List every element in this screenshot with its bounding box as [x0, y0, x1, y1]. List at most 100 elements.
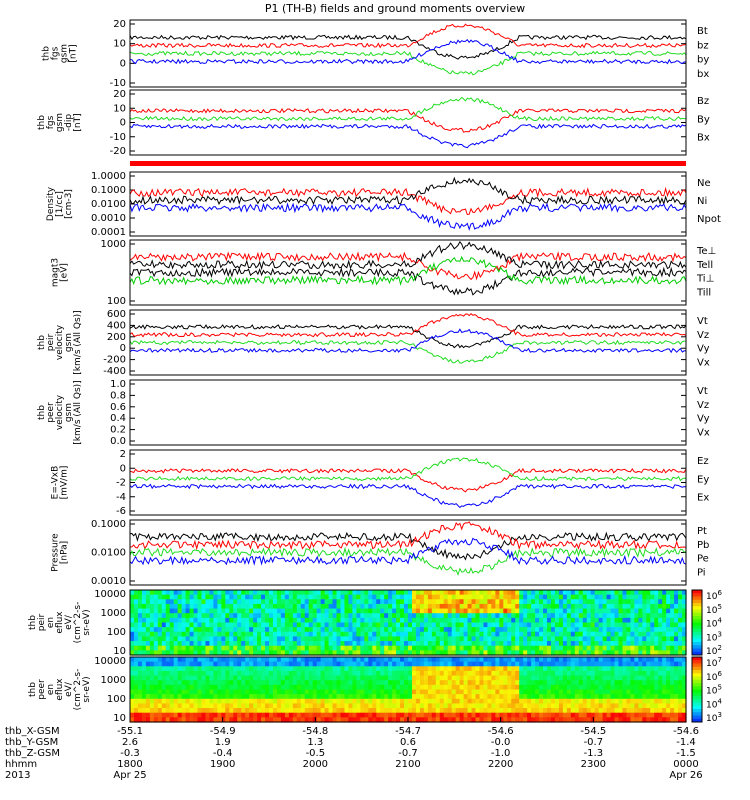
spectrogram-cell — [598, 627, 604, 633]
spectrogram-cell — [618, 698, 624, 705]
spectrogram-cell — [193, 689, 199, 695]
spectrogram-cell — [554, 684, 560, 691]
spectrogram-cell — [598, 675, 604, 681]
spectrogram-cell — [586, 617, 592, 624]
spectrogram-cell — [137, 590, 143, 596]
spectrogram-cell — [320, 712, 326, 718]
spectrogram-cell — [475, 627, 481, 633]
spectrogram-cell — [177, 622, 183, 628]
spectrogram-cell — [189, 717, 195, 723]
spectrogram-cell — [606, 627, 612, 633]
y-axis-label: [eV] — [60, 263, 70, 282]
spectrogram-cell — [324, 680, 330, 686]
spectrogram-cell — [384, 661, 389, 667]
spectrogram-cell — [153, 599, 159, 605]
spectrogram-cell — [372, 617, 377, 624]
spectrogram-cell — [622, 684, 628, 691]
spectrogram-cell — [145, 599, 151, 605]
spectrogram-cell — [566, 617, 572, 624]
spectrogram-cell — [348, 617, 353, 624]
spectrogram-cell — [352, 712, 357, 718]
spectrogram-cell — [157, 636, 163, 642]
spectrogram-cell — [153, 650, 159, 656]
spectrogram-cell — [495, 603, 500, 610]
spectrogram-cell — [197, 661, 203, 667]
spectrogram-cell — [229, 694, 234, 700]
spectrogram-cell — [205, 599, 211, 605]
spectrogram-cell — [475, 717, 481, 723]
spectrogram-cell — [650, 689, 655, 695]
spectrogram-cell — [503, 717, 508, 723]
spectrogram-cell — [674, 703, 679, 709]
spectrogram-cell — [483, 661, 489, 667]
spectrogram-cell — [443, 670, 449, 677]
spectrogram-cell — [594, 694, 600, 700]
spectrogram-cell — [479, 599, 485, 605]
spectrogram-cell — [443, 622, 449, 628]
spectrogram-cell — [157, 608, 163, 614]
spectrogram-cell — [582, 641, 588, 647]
spectrogram-cell — [519, 666, 524, 672]
spectrogram-cell — [265, 617, 270, 624]
spectrogram-cell — [487, 670, 492, 677]
spectrogram-cell — [157, 657, 163, 663]
spectrogram-cell — [439, 680, 445, 686]
spectrogram-cell — [598, 680, 604, 686]
colorbar-cell — [692, 629, 702, 633]
spectrogram-cell — [523, 698, 528, 705]
spectrogram-cell — [511, 613, 516, 619]
spectrogram-cell — [566, 657, 572, 663]
spectrogram-cell — [133, 631, 139, 638]
spectrogram-cell — [368, 698, 373, 705]
spectrogram-cell — [566, 641, 572, 647]
spectrogram-cell — [459, 717, 465, 723]
spectrogram-cell — [602, 594, 608, 600]
spectrogram-cell — [372, 641, 377, 647]
spectrogram-cell — [511, 717, 516, 723]
spectrogram-cell — [674, 603, 679, 610]
spectrogram-cell — [352, 657, 357, 663]
spectrogram-cell — [364, 636, 369, 642]
spectrogram-cell — [340, 703, 346, 709]
y-tick-label: -2 — [116, 478, 126, 489]
spectrogram-cell — [578, 689, 584, 695]
x-tick-label: -0.0 — [491, 737, 511, 748]
spectrogram-cell — [364, 631, 369, 638]
spectrogram-cell — [463, 680, 469, 686]
colorbar-cell — [692, 609, 702, 614]
spectrogram-cell — [678, 631, 683, 638]
spectrogram-cell — [364, 645, 369, 651]
spectrogram-cell — [312, 680, 318, 686]
spectrogram-cell — [674, 631, 679, 638]
spectrogram-cell — [221, 594, 226, 600]
spectrogram-cell — [646, 684, 651, 691]
spectrogram-cell — [233, 636, 238, 642]
spectrogram-cell — [487, 708, 492, 714]
spectrogram-cell — [638, 661, 643, 667]
spectrogram-cell — [288, 698, 294, 705]
spectrogram-cell — [475, 594, 481, 600]
spectrogram-cell — [630, 717, 635, 723]
spectrogram-cell — [316, 694, 322, 700]
spectrogram-cell — [181, 631, 187, 638]
spectrogram-cell — [181, 661, 187, 667]
spectrogram-cell — [622, 689, 628, 695]
x-tick-label: Apr 25 — [113, 770, 146, 781]
spectrogram-cell — [539, 717, 544, 723]
spectrogram-cell — [265, 641, 270, 647]
spectrogram-cell — [439, 666, 445, 672]
spectrogram-cell — [272, 712, 278, 718]
spectrogram-cell — [173, 698, 179, 705]
spectrogram-cell — [527, 708, 532, 714]
spectrogram-cell — [181, 670, 187, 677]
spectrogram-cell — [324, 617, 330, 624]
spectrogram-cell — [269, 641, 274, 647]
spectrogram-cell — [666, 641, 671, 647]
colorbar-cell — [692, 622, 702, 627]
spectrogram-cell — [590, 657, 596, 663]
spectrogram-cell — [455, 645, 461, 651]
spectrogram-cell — [570, 675, 576, 681]
spectrogram-cell — [225, 590, 230, 596]
spectrogram-cell — [400, 712, 405, 718]
spectrogram-cell — [408, 641, 413, 647]
